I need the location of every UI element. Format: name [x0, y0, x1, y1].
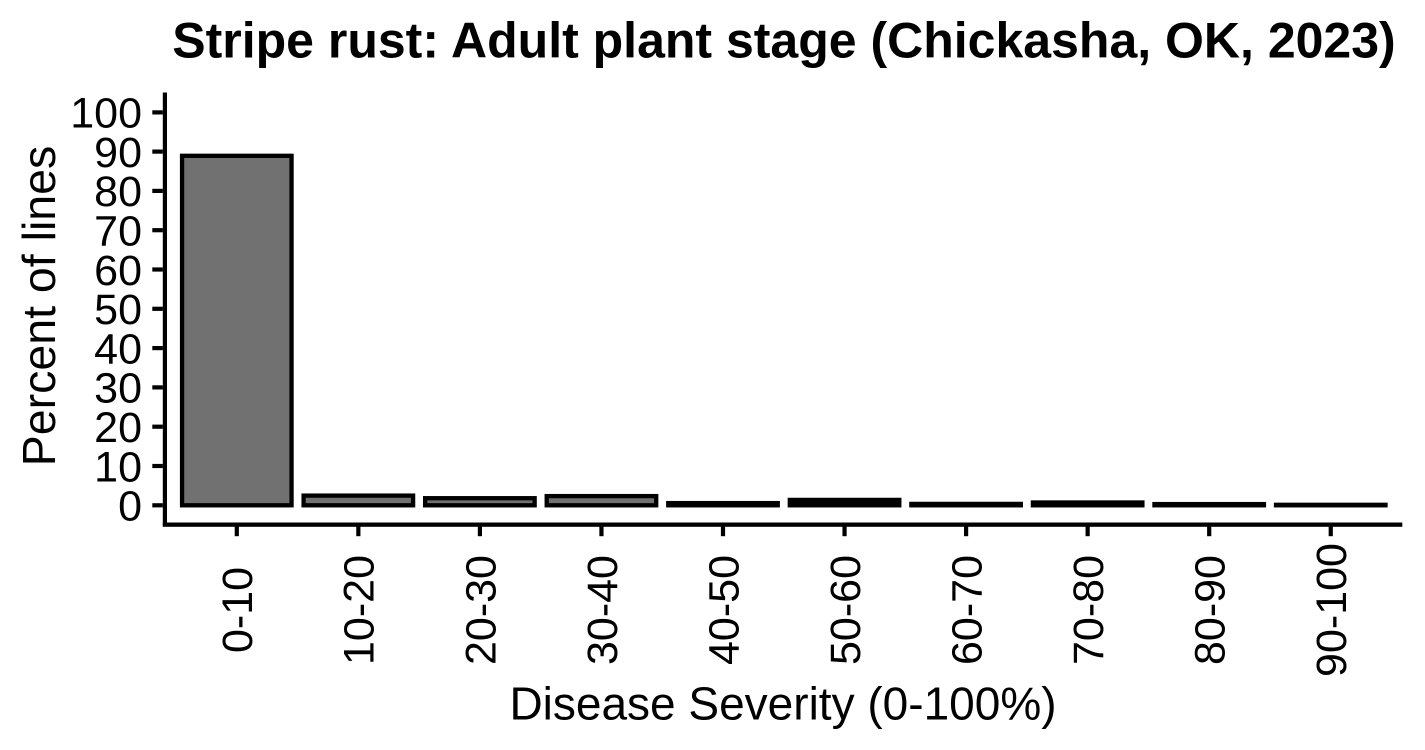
svg-text:40-50: 40-50: [700, 555, 748, 665]
svg-text:90: 90: [94, 129, 142, 177]
svg-text:90-100: 90-100: [1308, 543, 1356, 677]
svg-text:70: 70: [94, 208, 142, 256]
svg-text:10-20: 10-20: [336, 555, 384, 665]
svg-text:40: 40: [94, 325, 142, 373]
svg-text:80: 80: [94, 168, 142, 216]
svg-text:100: 100: [70, 90, 142, 138]
svg-text:Stripe rust: Adult plant stage: Stripe rust: Adult plant stage (Chickash…: [172, 13, 1395, 69]
svg-text:50-60: 50-60: [822, 555, 870, 665]
svg-text:60: 60: [94, 247, 142, 295]
svg-text:20-30: 20-30: [457, 555, 505, 665]
svg-text:20: 20: [94, 404, 142, 452]
svg-text:80-90: 80-90: [1187, 555, 1235, 665]
svg-text:70-80: 70-80: [1065, 555, 1113, 665]
svg-text:0: 0: [118, 483, 142, 531]
svg-text:30: 30: [94, 365, 142, 413]
svg-text:60-70: 60-70: [944, 555, 992, 665]
svg-text:Disease Severity (0-100%): Disease Severity (0-100%): [509, 678, 1056, 730]
svg-text:0-10: 0-10: [214, 567, 262, 653]
svg-text:50: 50: [94, 286, 142, 334]
svg-text:30-40: 30-40: [579, 555, 627, 665]
svg-text:10: 10: [94, 443, 142, 491]
svg-text:Percent of lines: Percent of lines: [13, 146, 65, 467]
